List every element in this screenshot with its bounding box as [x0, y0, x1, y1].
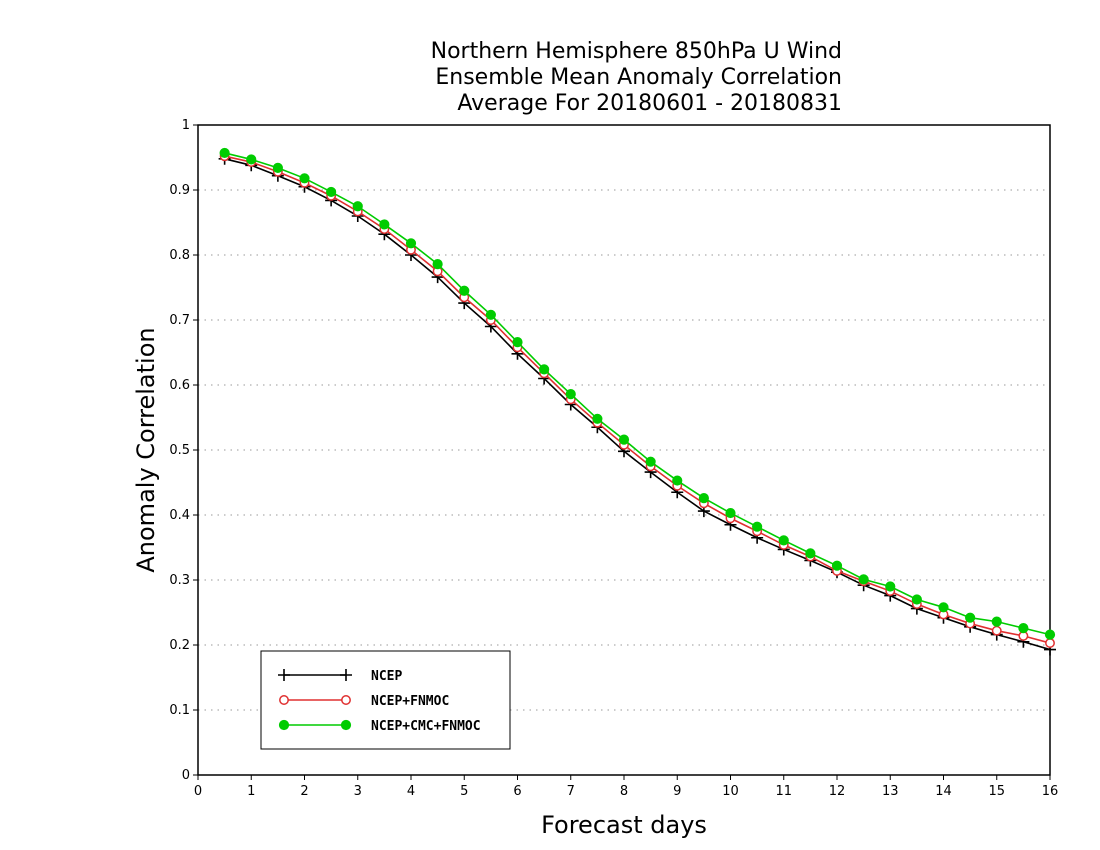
series-line-ncep-fnmoc [224, 155, 1051, 644]
y-tick-label: 0.2 [169, 638, 190, 653]
data-point-ncep-cmc-fnmoc [405, 238, 417, 249]
legend-marker-ncep-fnmoc [279, 695, 289, 705]
data-point-ncep-cmc-fnmoc [1044, 629, 1056, 640]
x-tick-label: 8 [620, 784, 628, 799]
data-point-ncep-cmc-fnmoc [672, 475, 683, 486]
data-point-ncep-cmc-fnmoc [219, 147, 230, 159]
x-tick-label: 3 [354, 784, 362, 799]
y-axis: 0 0.1 0.2 0.3 0.4 0.5 0.6 0.7 0.8 0.9 1 [169, 118, 198, 783]
data-point-ncep-cmc-fnmoc [246, 154, 257, 165]
data-point-ncep-cmc-fnmoc [991, 616, 1002, 627]
data-point-ncep-cmc-fnmoc [938, 602, 949, 613]
x-tick-label: 13 [882, 784, 899, 799]
x-tick-label: 14 [935, 784, 952, 799]
data-point-ncep-cmc-fnmoc [539, 364, 550, 375]
legend-marker-ncep-cmc-fnmoc [278, 719, 290, 731]
x-tick-label: 11 [775, 784, 792, 799]
x-tick-label: 1 [247, 784, 255, 799]
data-point-ncep-cmc-fnmoc [379, 219, 390, 230]
data-point-ncep-cmc-fnmoc [725, 507, 736, 519]
data-point-ncep-cmc-fnmoc [805, 548, 816, 559]
x-tick-label: 0 [194, 784, 202, 799]
data-point-ncep-cmc-fnmoc [565, 389, 576, 400]
y-tick-label: 0.9 [169, 183, 190, 198]
data-point-ncep-cmc-fnmoc [432, 259, 443, 270]
data-point-ncep-cmc-fnmoc [459, 285, 470, 296]
data-point-ncep-cmc-fnmoc [299, 173, 310, 184]
series-line-ncep [224, 158, 1051, 651]
data-point-ncep-cmc-fnmoc [1018, 623, 1029, 634]
x-tick-label: 6 [513, 784, 521, 799]
series-line-ncep-cmc-fnmoc [224, 152, 1051, 636]
legend-entry-ncep-cmc-fnmoc: NCEP+CMC+FNMOC [278, 719, 481, 734]
y-tick-label: 0.4 [169, 508, 190, 523]
x-tick-label: 5 [460, 784, 468, 799]
data-point-ncep-cmc-fnmoc [885, 581, 896, 592]
data-point-ncep-cmc-fnmoc [831, 560, 843, 571]
data-point-ncep-cmc-fnmoc [752, 521, 763, 532]
title-line-3: Average For 20180601 - 20180831 [457, 91, 842, 116]
title-line-1: Northern Hemisphere 850hPa U Wind [431, 39, 842, 64]
x-tick-label: 12 [829, 784, 846, 799]
y-tick-label: 0.7 [169, 313, 190, 328]
legend-marker-ncep [340, 669, 352, 681]
x-axis: 0 1 2 3 4 5 6 7 8 9 10 11 12 13 14 15 16 [194, 775, 1058, 799]
chart-title: Northern Hemisphere 850hPa U Wind Ensemb… [431, 39, 842, 116]
series-ncep [218, 152, 1056, 656]
data-point-ncep-cmc-fnmoc [592, 413, 603, 424]
data-point-ncep-cmc-fnmoc [352, 201, 363, 212]
legend-marker-ncep-fnmoc [341, 695, 351, 705]
data-point-ncep-fnmoc [1045, 638, 1055, 648]
y-tick-label: 0 [182, 768, 190, 783]
data-point-ncep-cmc-fnmoc [858, 574, 869, 585]
x-tick-label: 10 [722, 784, 739, 799]
y-tick-label: 0.3 [169, 573, 190, 588]
data-point-ncep-cmc-fnmoc [485, 309, 496, 320]
x-tick-label: 9 [673, 784, 681, 799]
legend-marker-ncep [278, 669, 290, 681]
legend: NCEP NCEP+FNMOC NCEP+CMC+FNMOC [260, 650, 511, 750]
series-ncep-fnmoc [219, 151, 1055, 648]
data-point-ncep-cmc-fnmoc [326, 186, 337, 198]
y-tick-label: 0.1 [169, 703, 190, 718]
series-ncep-cmc-fnmoc [219, 147, 1056, 640]
y-tick-label: 0.8 [169, 248, 190, 263]
data-point-ncep-cmc-fnmoc [911, 594, 922, 605]
data-point-ncep-cmc-fnmoc [698, 493, 709, 504]
x-tick-label: 15 [988, 784, 1005, 799]
x-tick-label: 2 [300, 784, 308, 799]
y-tick-label: 1 [182, 118, 190, 133]
legend-entry-ncep-fnmoc: NCEP+FNMOC [279, 694, 449, 709]
data-point-ncep-cmc-fnmoc [645, 456, 656, 467]
x-axis-label: Forecast days [541, 811, 707, 839]
grid-lines [198, 189, 1050, 711]
data-point-ncep-cmc-fnmoc [965, 612, 976, 623]
legend-label-ncep-fnmoc: NCEP+FNMOC [371, 694, 449, 709]
y-axis-label: Anomaly Correlation [132, 327, 160, 572]
data-point-ncep-cmc-fnmoc [618, 434, 630, 445]
data-point-ncep-cmc-fnmoc [778, 535, 789, 546]
legend-label-ncep: NCEP [371, 669, 402, 684]
y-tick-label: 0.6 [169, 378, 190, 393]
series-layer [218, 147, 1056, 656]
data-point-ncep-fnmoc [991, 625, 1002, 636]
legend-label-ncep-cmc-fnmoc: NCEP+CMC+FNMOC [371, 719, 481, 734]
x-tick-label: 7 [567, 784, 575, 799]
data-point-ncep-cmc-fnmoc [272, 162, 283, 173]
title-line-2: Ensemble Mean Anomaly Correlation [435, 65, 842, 90]
legend-entry-ncep: NCEP [278, 669, 402, 684]
y-tick-label: 0.5 [169, 443, 190, 458]
data-point-ncep-cmc-fnmoc [512, 337, 523, 348]
legend-marker-ncep-cmc-fnmoc [340, 719, 352, 731]
x-tick-label: 4 [407, 784, 415, 799]
x-tick-label: 16 [1042, 784, 1059, 799]
